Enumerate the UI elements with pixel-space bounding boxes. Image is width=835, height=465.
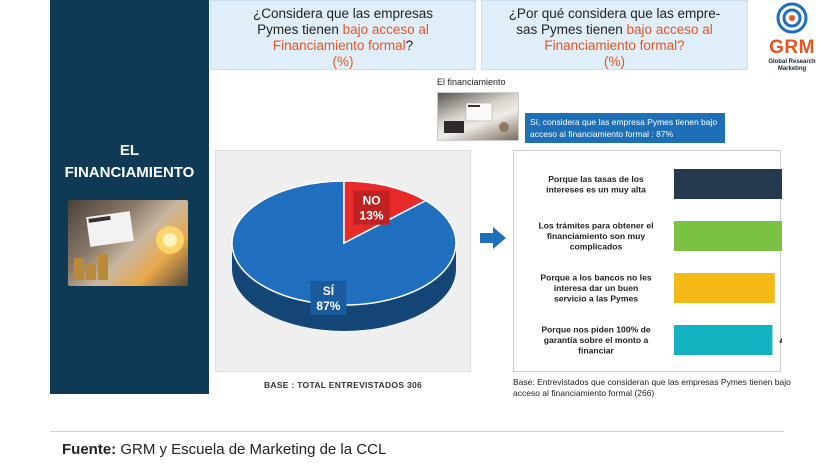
sidebar-panel: EL FINANCIAMIENTO (50, 0, 209, 394)
arrow-right-icon (480, 227, 506, 249)
pie-slice-side-0 (232, 243, 456, 331)
bar-2 (674, 273, 775, 303)
bar-category-label-0: Porque las tasas de los (548, 174, 644, 184)
mini-image-label: El financiamiento (437, 77, 506, 87)
question-box-1: ¿Considera que las empresas Pymes tienen… (210, 0, 476, 70)
financing-thumbnail-illustration (444, 102, 509, 133)
divider (50, 431, 784, 432)
bar-base-note: Base: Entrevistados que consideran que l… (513, 377, 791, 398)
bar-category-label-3: garantía sobre el monto a (544, 335, 649, 345)
bar-category-label-2: servicio a las Pymes (554, 294, 638, 304)
pie-label-1: NO (363, 194, 381, 208)
pie-label-box-1 (353, 190, 390, 225)
highlight-note: Sí, considera que las empresa Pymes tien… (525, 113, 725, 143)
bar-category-label-3: financiar (578, 346, 614, 356)
bar-category-label-1: financiamiento son muy (547, 231, 646, 241)
bar-3 (674, 325, 773, 355)
bar-chart-panel: Porque las tasas de los intereses es un m… (513, 150, 835, 372)
bar-1 (674, 221, 799, 251)
bar-category-label-1: Los trámites para obtener el (538, 221, 653, 231)
pie-value-label-1: 13% (360, 209, 384, 223)
grm-logo-icon (776, 2, 808, 34)
pie-value-label-0: 87% (316, 299, 340, 313)
source-note: Fuente: GRM y Escuela de Marketing de la… (62, 441, 387, 458)
bar-category-label-2: interesa dar un buen (554, 283, 639, 293)
grm-logo: GRM Global Research Marketing (756, 2, 828, 72)
financing-thumbnail (437, 92, 519, 141)
pie-chart-panel: SÍ 87% NO 13% (215, 150, 471, 372)
bar-0 (674, 169, 824, 199)
pie-base-note: BASE : TOTAL ENTREVISTADOS 306 (263, 380, 423, 390)
bar-category-label-3: Porque nos piden 100% de (541, 325, 651, 335)
bar-category-label-0: intereses es un muy alta (546, 184, 646, 194)
pie-label-0: SÍ (323, 283, 335, 298)
question-box-2: ¿Por qué considera que las empre- sas Py… (481, 0, 748, 70)
financing-photo (68, 200, 188, 286)
bar-category-label-1: complicados (570, 242, 623, 252)
financing-photo-illustration (74, 211, 184, 280)
bar-category-label-2: Porque a los bancos no les (540, 273, 651, 283)
bar-value-label-3: 42% (779, 334, 782, 348)
pie-label-box-0 (310, 280, 347, 315)
sidebar-title: EL FINANCIAMIENTO (64, 142, 195, 181)
